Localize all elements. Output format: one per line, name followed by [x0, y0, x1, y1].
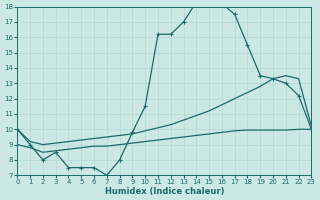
X-axis label: Humidex (Indice chaleur): Humidex (Indice chaleur)	[105, 187, 224, 196]
